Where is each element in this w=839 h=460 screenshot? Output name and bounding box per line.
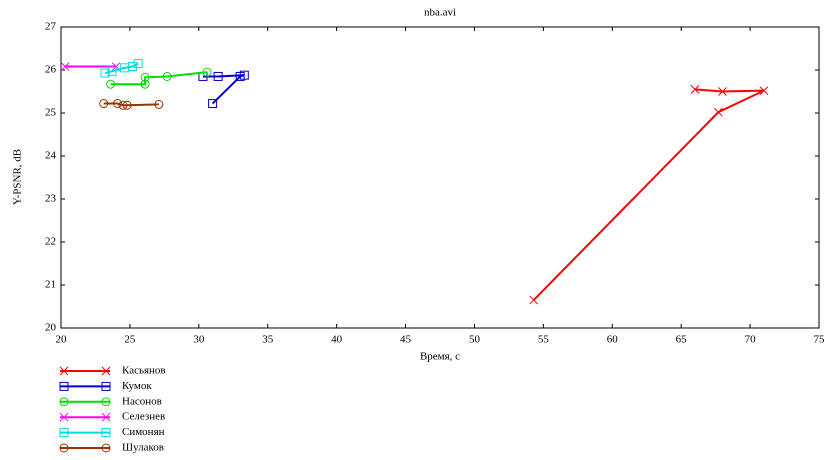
legend-marker: [59, 381, 69, 391]
y-tick-label: 23: [45, 193, 57, 205]
marker: [235, 71, 245, 81]
marker: [208, 99, 218, 109]
marker: [122, 100, 132, 110]
marker: [107, 66, 117, 76]
y-tick-label: 21: [45, 279, 56, 291]
marker: [529, 295, 539, 305]
y-tick-label: 25: [45, 107, 57, 119]
marker: [202, 67, 212, 77]
marker: [162, 71, 172, 81]
legend-marker: [59, 428, 69, 438]
marker: [140, 79, 150, 89]
x-tick-label: 30: [193, 334, 205, 346]
legend-label: Касьянов: [122, 365, 166, 377]
x-tick-label: 50: [469, 334, 481, 346]
legend-marker: [101, 381, 111, 391]
y-axis-label: Y-PSNR, dB: [12, 149, 24, 205]
marker: [133, 59, 143, 69]
marker: [714, 107, 723, 117]
legend-marker: [59, 366, 69, 376]
marker: [759, 86, 769, 95]
legend-label: Симонян: [122, 426, 165, 438]
legend-label: Кумок: [122, 380, 152, 392]
legend-label: Селезнев: [122, 411, 165, 423]
x-tick-label: 65: [676, 334, 688, 346]
marker: [690, 84, 700, 94]
legend-marker: [101, 443, 111, 453]
marker: [140, 72, 150, 82]
marker: [100, 68, 110, 78]
series-line: [110, 71, 208, 86]
legend-marker: [101, 412, 111, 422]
y-tick-label: 26: [45, 64, 57, 76]
plot-frame: [60, 26, 820, 329]
marker: [213, 71, 223, 81]
marker: [60, 62, 70, 71]
legend-label: Шулаков: [122, 442, 164, 454]
x-axis-label: Время, с: [420, 351, 460, 363]
x-tick-label: 45: [400, 334, 412, 346]
legend-marker: [59, 397, 69, 407]
legend-marker: [59, 412, 69, 422]
marker: [718, 87, 727, 96]
x-tick-label: 25: [124, 334, 136, 346]
legend-marker: [101, 428, 111, 438]
marker: [128, 62, 138, 72]
marker: [113, 99, 123, 109]
x-tick-label: 35: [262, 334, 274, 346]
x-tick-label: 40: [331, 334, 343, 346]
x-tick-label: 75: [814, 334, 826, 346]
x-tick-label: 20: [56, 334, 68, 346]
marker: [99, 99, 109, 109]
y-tick-label: 20: [45, 322, 57, 334]
marker: [106, 79, 116, 89]
y-tick-label: 24: [45, 150, 57, 162]
legend-label: Насонов: [122, 395, 162, 407]
legend-marker: [101, 366, 111, 376]
legend-marker: [59, 443, 69, 453]
chart-title: nba.avi: [424, 7, 456, 19]
x-tick-label: 60: [607, 334, 619, 346]
y-tick-label: 27: [45, 21, 57, 33]
y-tick-label: 22: [45, 236, 56, 248]
x-tick-label: 55: [538, 334, 550, 346]
x-tick-label: 70: [745, 334, 757, 346]
marker: [154, 99, 164, 109]
marker: [118, 100, 128, 110]
series-line: [533, 88, 765, 301]
legend-marker: [101, 397, 111, 407]
